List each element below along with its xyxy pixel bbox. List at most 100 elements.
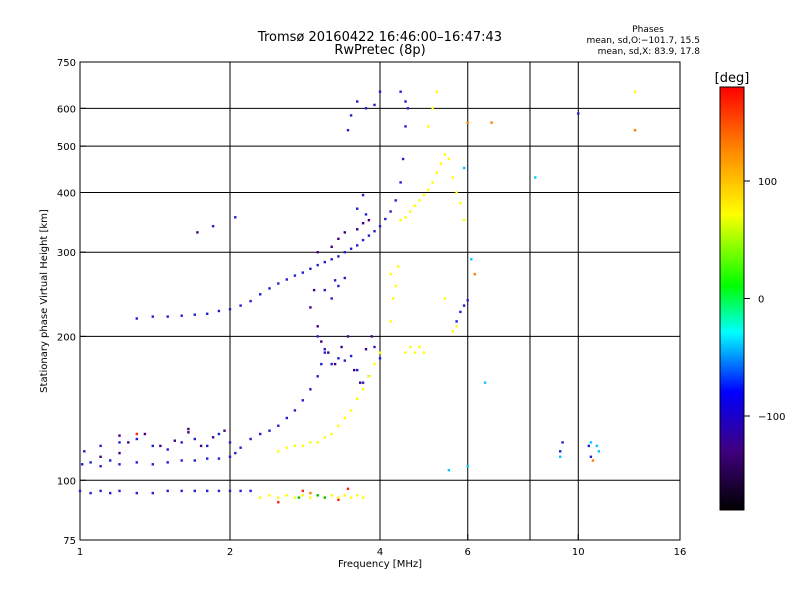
data-point [239,489,242,493]
data-point [337,496,340,499]
data-point [361,381,365,384]
data-point [349,409,353,412]
data-point [459,310,462,314]
data-point [193,489,196,493]
data-point [349,354,353,358]
data-point [228,441,232,444]
y-tick-label: 750 [57,58,76,69]
data-point [135,461,138,464]
data-point [595,444,599,448]
data-point [135,491,138,495]
data-point [206,457,209,460]
data-point [330,245,333,248]
data-point [462,219,466,222]
data-point [431,181,434,184]
data-point [409,345,412,349]
data-point [378,90,382,93]
data-point [309,441,312,444]
data-point [277,501,280,504]
data-point [356,397,359,401]
data-point [455,325,458,328]
data-point [483,381,487,384]
colorbar-ticks: 100 0 −100 [744,177,785,423]
chart-title: Tromsø 20160422 16:46:00–16:47:43 [257,30,502,45]
data-point [459,201,462,205]
data-point [473,272,476,276]
data-point [316,251,319,254]
data-point [330,297,333,300]
data-point [223,429,226,432]
data-point [406,107,410,110]
data-point [249,299,252,303]
data-point [364,348,368,351]
data-point [173,439,176,442]
data-point [378,351,382,354]
data-point [151,315,154,318]
data-point [404,216,407,219]
data-point [378,225,382,228]
data-point [309,267,312,270]
data-point [268,287,271,290]
data-point [327,351,330,354]
data-point [217,432,221,436]
data-point [633,129,637,132]
data-point [268,494,271,497]
data-point [389,272,392,276]
data-point [343,251,346,254]
grid [80,62,680,540]
data-point [118,463,121,466]
data-point [346,335,350,338]
data-point [293,444,297,448]
data-point [89,491,92,495]
data-point [285,416,288,420]
data-point [309,491,312,495]
data-point [211,225,215,228]
data-point [353,368,356,372]
data-point [370,335,373,338]
data-point [277,496,280,499]
data-point [361,238,365,242]
data-point [99,444,102,448]
data-point [323,436,326,439]
data-point [180,441,183,444]
data-point [373,362,376,366]
data-point [427,188,430,192]
data-point [466,299,469,302]
data-point [333,279,337,282]
data-point [337,498,340,502]
data-point [349,496,353,499]
data-point [249,489,252,493]
data-point [277,424,280,427]
data-point [187,431,190,434]
data-point [451,330,454,333]
data-point [343,231,346,234]
data-point [166,315,169,318]
data-point [228,308,232,311]
data-point [384,217,387,221]
data-point [199,444,203,448]
data-point [561,441,564,444]
data-point [343,359,346,362]
data-point [320,340,323,343]
data-point [367,375,371,378]
y-tick-label: 75 [63,536,76,547]
data-point [180,489,183,493]
data-point [364,107,368,110]
data-point [330,362,333,366]
data-point [323,351,326,354]
y-tick-label: 200 [57,332,76,343]
data-point [301,444,304,448]
colorbar [719,86,745,511]
y-axis: 75 100 200 300 400 500 600 750 [57,58,86,547]
stats-heading: Phases [632,25,664,35]
data-point [285,494,288,497]
data-point [462,166,466,170]
data-point [293,496,297,499]
stats-line-x: mean, sd,X: 83.9, 17.8 [598,47,701,57]
data-point [180,459,183,462]
data-point [330,258,333,261]
x-tick-label: 2 [227,547,233,558]
data-point [577,112,580,115]
data-point [559,450,562,453]
data-point [239,446,242,449]
